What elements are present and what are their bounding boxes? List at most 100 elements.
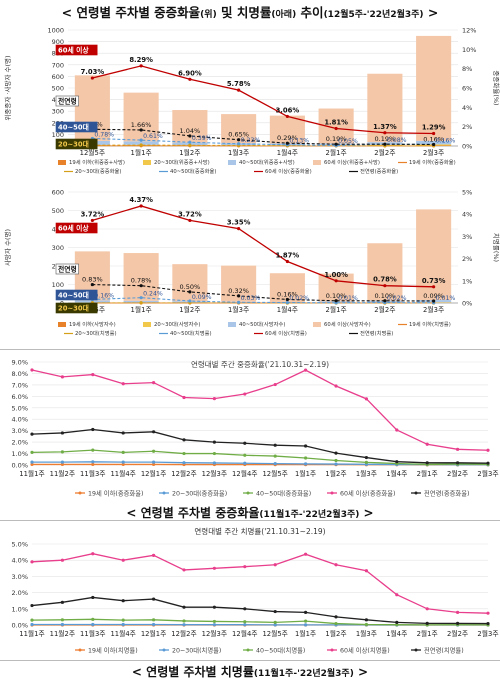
point <box>274 454 277 457</box>
legend-swatch <box>228 322 236 327</box>
point <box>91 460 94 463</box>
point <box>122 623 125 626</box>
left-tick-label: 1000 <box>47 27 64 35</box>
point <box>61 601 64 604</box>
weekly-severity-line-chart: 연령대별 주간 중증화율('21.10.31~2.19)0.0%1.0%2.0%… <box>0 352 500 504</box>
point <box>304 620 307 623</box>
data-label: 0.73% <box>422 277 446 285</box>
group-tag-label: 20~30대 <box>58 304 89 313</box>
chart-title: 연령대별 주간 치명률('21.10.31~2.19) <box>194 526 325 536</box>
data-label: 1.81% <box>324 119 348 127</box>
legend-label: 40~50대(위중증+사망) <box>239 158 295 166</box>
point <box>237 227 240 230</box>
point <box>395 428 398 431</box>
point <box>182 452 185 455</box>
point <box>486 612 489 615</box>
data-label: 1.29% <box>422 124 446 132</box>
x-tick-label: 11월1주 <box>19 469 44 478</box>
point <box>140 64 143 67</box>
legend-swatch <box>331 649 334 652</box>
point <box>140 204 143 207</box>
y-tick-label: 1.0% <box>11 605 28 613</box>
left-tick-label: 500 <box>52 85 64 93</box>
bottom-title-c: > <box>354 665 368 679</box>
point <box>426 622 429 625</box>
x-tick-label: 12월2주 <box>171 629 196 638</box>
legend-label: 40~50대(중증화율) <box>170 167 216 175</box>
legend-swatch <box>79 649 82 652</box>
right-tick-label: 10% <box>462 46 476 54</box>
legend-label: 60세 이상(중증화율) <box>340 489 395 498</box>
fatality-combo-chart: 01002003004005006000%1%2%3%4%5%사망자 수(명)치… <box>0 186 500 346</box>
y-tick-label: 3.0% <box>11 427 28 435</box>
point <box>188 78 191 81</box>
point <box>395 621 398 624</box>
x-tick-label: 2월1주 <box>326 148 347 157</box>
data-label: 1.04% <box>180 127 201 135</box>
x-tick-label: 2월1주 <box>417 629 438 638</box>
data-label: 1.37% <box>373 123 397 131</box>
x-tick-label: 2월1주 <box>326 305 347 314</box>
point <box>432 285 435 288</box>
group-tag-label: 40~50대 <box>58 123 89 132</box>
point <box>30 619 33 622</box>
group-tag-label: 전연령 <box>58 265 77 274</box>
y-tick-label: 2.0% <box>11 439 28 447</box>
right-tick-label: 5% <box>462 189 472 197</box>
legend-swatch <box>331 492 334 495</box>
point <box>152 554 155 557</box>
point <box>486 462 489 465</box>
legend-label: 60세 이상(중증화율) <box>265 167 312 175</box>
point <box>91 428 94 431</box>
point <box>274 610 277 613</box>
x-tick-label: 2월3주 <box>423 305 444 314</box>
right-tick-label: 2% <box>462 123 472 131</box>
point <box>140 301 143 304</box>
point <box>140 143 143 146</box>
point <box>213 567 216 570</box>
point <box>426 461 429 464</box>
data-label: 0.16% <box>436 137 456 144</box>
point <box>334 459 337 462</box>
left-tick-label: 300 <box>52 244 64 252</box>
point <box>335 279 338 282</box>
point <box>61 618 64 621</box>
legend-label: 19세 이하(위중증+사망) <box>69 158 125 166</box>
point <box>243 565 246 568</box>
legend-swatch <box>143 322 151 327</box>
data-label: 0.09% <box>192 294 212 301</box>
point <box>182 623 185 626</box>
chart-title: 연령대별 주간 중증화율('21.10.31~2.19) <box>191 359 329 369</box>
point <box>213 623 216 626</box>
legend-swatch <box>313 322 321 327</box>
x-tick-label: 1월1주 <box>131 305 152 314</box>
y-tick-label: 1.0% <box>11 450 28 458</box>
right-tick-label: 8% <box>462 65 472 73</box>
divider-2 <box>0 520 500 521</box>
point <box>152 461 155 464</box>
data-label: 0.23% <box>241 137 261 144</box>
y-tick-label: 4.0% <box>11 416 28 424</box>
series-line <box>32 370 488 450</box>
point <box>334 615 337 618</box>
x-tick-label: 1월2주 <box>179 148 200 157</box>
legend-label: 19세 이하(중증화율) <box>88 489 143 498</box>
legend-label: 60세 이상(치명률) <box>340 646 390 655</box>
legend-label: 20~30대(치명률) <box>75 329 117 337</box>
point <box>91 219 94 222</box>
y-tick-label: 7.0% <box>11 381 28 389</box>
x-tick-label: 1월3주 <box>228 305 249 314</box>
point <box>213 441 216 444</box>
point <box>395 460 398 463</box>
x-tick-label: 12월5주 <box>262 469 287 478</box>
point <box>365 397 368 400</box>
point <box>61 450 64 453</box>
x-tick-label: 12월5주 <box>80 148 105 157</box>
legend-label: 20~30대(위중증+사망) <box>154 158 210 166</box>
x-tick-label: 11월4주 <box>110 629 135 638</box>
data-label: 0.03% <box>241 295 261 302</box>
data-label: 1.87% <box>276 251 300 259</box>
legend-label: 19세 이하(중증화율) <box>409 158 456 166</box>
x-tick-label: 12월5주 <box>262 629 287 638</box>
data-label: 0.32% <box>228 287 249 295</box>
